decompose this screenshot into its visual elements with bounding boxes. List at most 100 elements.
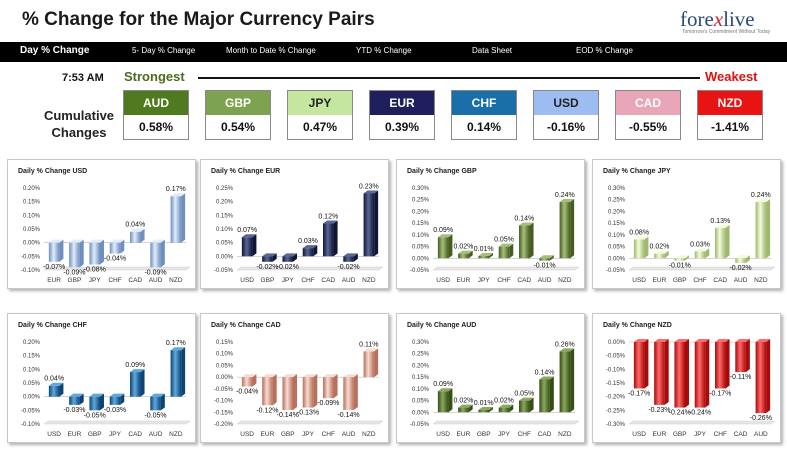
bar-front (262, 377, 273, 406)
y-tick-label: 0.10% (608, 233, 626, 239)
plot-floor (628, 420, 776, 425)
y-tick-label: 0.30% (412, 340, 430, 346)
bar-aud (735, 255, 750, 263)
nav-tab-month-to-date[interactable]: Month to Date % Change (226, 46, 316, 55)
x-tick-label: JPY (498, 431, 511, 438)
currency-box-gbp: GBP 0.54% (205, 90, 271, 140)
bar-front (458, 407, 469, 413)
bar-front (130, 231, 141, 243)
data-label: -0.14% (277, 412, 299, 419)
bar-front (48, 242, 60, 262)
bar-side (353, 253, 358, 262)
bar-nzd (755, 199, 771, 259)
bar-front (437, 237, 449, 259)
nav-tab-data-sheet[interactable]: Data Sheet (472, 46, 513, 55)
chart-panel-jpy: Daily % Change JPY 0.30% 0.25% 0.20% 0.15% 0… (592, 159, 781, 289)
bar-side (725, 224, 730, 259)
bar-cad (735, 339, 750, 373)
y-tick-label: 0.20% (23, 186, 41, 192)
forexlive-logo[interactable]: forexlive (680, 7, 755, 32)
bar-chf (694, 248, 710, 259)
y-tick-label: 0.10% (23, 367, 41, 373)
bar-front (559, 351, 571, 413)
data-label: 0.17% (166, 186, 186, 193)
data-label: -0.12% (256, 407, 278, 414)
bar-side (313, 374, 318, 408)
bar-front (170, 196, 182, 243)
bar-gbp (478, 406, 493, 413)
y-tick-label: -0.30% (606, 422, 626, 428)
x-tick-label: USD (632, 277, 646, 284)
y-tick-label: 0.10% (412, 233, 430, 239)
chart-panel-eur: Daily % Change EUR 0.25% 0.20% 0.15% 0.10% 0… (200, 159, 389, 289)
bar-gbp (69, 239, 84, 268)
bar-usd (633, 339, 649, 389)
bar-front (282, 377, 293, 410)
x-tick-label: GBP (477, 431, 491, 438)
currency-code: EUR (370, 91, 434, 115)
y-tick-label: 0.05% (412, 245, 430, 251)
bar-front (170, 350, 182, 397)
data-label: 0.24% (555, 192, 575, 199)
bar-side (549, 255, 554, 261)
nav-tab-5-day-change[interactable]: 5- Day % Change (132, 46, 196, 55)
data-label: 0.23% (359, 183, 379, 190)
y-tick-label: -0.05% (410, 422, 430, 428)
bar-top (109, 239, 125, 243)
bar-side (448, 234, 453, 259)
bar-side (664, 250, 669, 259)
bar-side (684, 339, 689, 408)
bar-aud (343, 253, 358, 262)
bar-front (519, 400, 530, 413)
data-label: -0.09% (317, 400, 339, 407)
bar-side (509, 404, 514, 413)
bar-front (241, 377, 253, 387)
bar-top (109, 393, 125, 397)
chart-panel-chf: Daily % Change CHF 0.20% 0.15% 0.10% 0.05% 0… (7, 313, 196, 443)
bar-top (735, 255, 750, 259)
bar-aud (539, 255, 554, 261)
x-tick-label: EUR (653, 277, 667, 284)
x-tick-label: CHF (108, 277, 121, 284)
bar-front (323, 223, 334, 257)
bar-side (120, 393, 125, 405)
bar-top (755, 199, 771, 203)
x-tick-label: USD (240, 277, 254, 284)
bar-top (559, 348, 575, 352)
plot-floor (628, 266, 776, 271)
bar-top (539, 376, 554, 380)
bar-usd (241, 234, 257, 257)
x-tick-label: EUR (457, 431, 471, 438)
bar-chf (109, 239, 125, 254)
data-label: -0.26% (750, 415, 772, 422)
bar-nzd (559, 348, 575, 413)
bar-side (99, 239, 104, 265)
bar-cad (130, 228, 145, 243)
bar-top (343, 253, 358, 257)
x-tick-label: NZD (558, 277, 572, 284)
plot-floor (236, 266, 384, 271)
y-tick-label: -0.20% (606, 395, 626, 401)
nav-tab-day-change[interactable]: Day % Change (20, 45, 90, 56)
bar-nzd (170, 193, 186, 243)
bar-front (735, 342, 746, 373)
nav-tab-eod-change[interactable]: EOD % Change (576, 46, 633, 55)
nav-tab-ytd-change[interactable]: YTD % Change (356, 46, 412, 55)
data-label: -0.24% (669, 410, 691, 417)
bar-top (302, 374, 318, 378)
bar-front (69, 396, 80, 405)
data-label: -0.17% (709, 390, 731, 397)
bar-front (150, 242, 161, 268)
bar-front (755, 342, 767, 414)
logo-tagline: Tomorrow's Commitment Without Today (682, 29, 771, 35)
data-label: 0.02% (453, 398, 473, 405)
y-tick-label: 0.15% (23, 200, 41, 206)
bar-top (48, 239, 64, 243)
bar-top (241, 374, 257, 378)
bar-top (694, 339, 710, 342)
x-tick-label: NZD (754, 277, 768, 284)
x-tick-label: EUR (457, 277, 471, 284)
bar-top (478, 406, 493, 410)
y-tick-label: -0.05% (214, 268, 234, 274)
bar-top (89, 393, 104, 397)
